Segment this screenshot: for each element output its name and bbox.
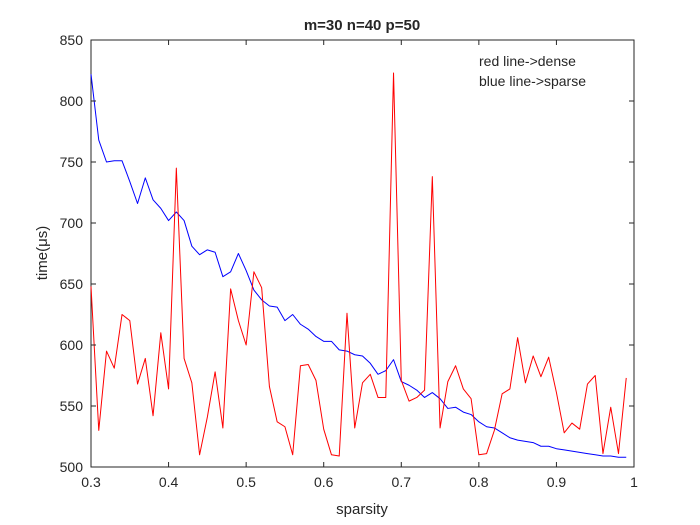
x-tick-label: 0.9 <box>547 474 567 490</box>
x-axis-label: sparsity <box>336 501 388 518</box>
y-axis-label: time(μs) <box>34 226 51 280</box>
x-tick-label: 0.3 <box>81 474 101 490</box>
y-tick-label: 700 <box>60 215 84 231</box>
y-tick-label: 550 <box>60 398 84 414</box>
y-tick-label: 650 <box>60 276 84 292</box>
x-tick-label: 0.4 <box>159 474 179 490</box>
y-tick-label: 500 <box>60 459 84 475</box>
chart-title: m=30 n=40 p=50 <box>304 17 420 34</box>
legend-dense: red line->dense <box>479 53 576 69</box>
series-layer <box>90 72 627 458</box>
x-axis: 0.3 0.4 0.5 0.6 0.7 0.8 0.9 1 <box>81 40 638 490</box>
x-tick-label: 0.6 <box>314 474 334 490</box>
x-tick-label: 0.5 <box>236 474 256 490</box>
series-line-dense <box>90 72 627 457</box>
plot-area <box>90 39 635 468</box>
y-tick-label: 800 <box>60 93 84 109</box>
y-tick-label: 600 <box>60 337 84 353</box>
series-line-sparse <box>90 74 627 458</box>
y-tick-label: 750 <box>60 154 84 170</box>
y-tick-label: 850 <box>60 32 84 48</box>
x-tick-label: 0.8 <box>469 474 489 490</box>
x-tick-label: 0.7 <box>392 474 412 490</box>
x-tick-label: 1 <box>630 474 638 490</box>
legend-sparse: blue line->sparse <box>479 73 586 89</box>
y-axis: 500 550 600 650 700 750 800 850 <box>60 32 634 475</box>
